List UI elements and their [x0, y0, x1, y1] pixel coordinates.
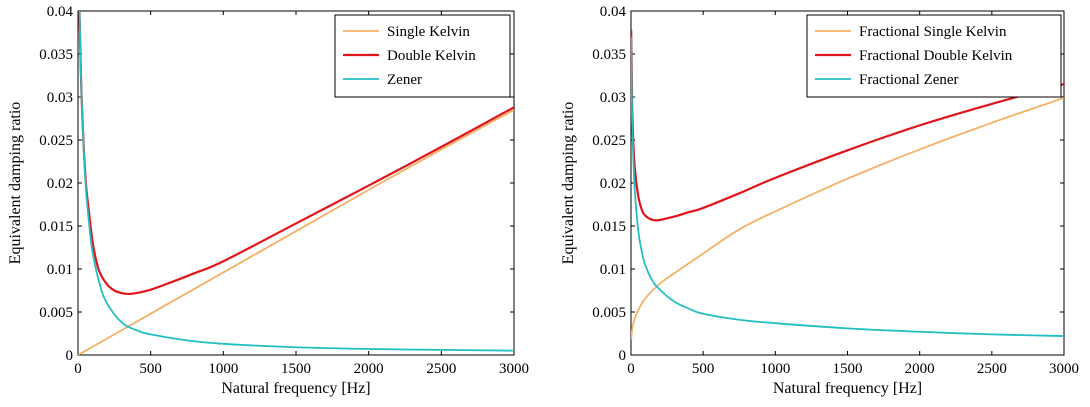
- x-tick-label: 3000: [1049, 361, 1079, 377]
- x-tick-label: 1000: [760, 361, 790, 377]
- legend-label: Fractional Double Kelvin: [859, 48, 1013, 64]
- legend-label: Fractional Single Kelvin: [859, 24, 1007, 40]
- x-tick-label: 1500: [833, 361, 863, 377]
- y-tick-label: 0.03: [600, 90, 626, 106]
- y-tick-label: 0.025: [39, 133, 73, 149]
- y-tick-label: 0.035: [592, 47, 626, 63]
- y-tick-label: 0.015: [592, 219, 626, 235]
- y-tick-label: 0.01: [47, 262, 73, 278]
- y-tick-label: 0.04: [600, 4, 627, 20]
- x-tick-label: 2500: [426, 361, 456, 377]
- chart-panel-2: 0 500 1000 1500 2000 2500 3000 0 0.005 0.01 0.015 0…: [560, 4, 1079, 397]
- x-tick-label: 1500: [281, 361, 311, 377]
- x-tick-label: 0: [627, 361, 635, 377]
- x-tick-label: 1000: [208, 361, 238, 377]
- y-tick-label: 0.035: [39, 47, 73, 63]
- x-axis-label: Natural frequency [Hz]: [221, 380, 370, 397]
- legend: Single Kelvin Double Kelvin Zener: [334, 14, 511, 98]
- series-line-fractional-double-kelvin: [631, 29, 1064, 222]
- series-group: [78, 11, 514, 355]
- x-tick-label: 2000: [354, 361, 384, 377]
- series-line-fractional-single-kelvin: [631, 97, 1064, 340]
- y-tick-label: 0: [619, 348, 627, 364]
- y-tick-label: 0.005: [592, 305, 626, 321]
- series-group: [631, 29, 1064, 340]
- legend-label: Double Kelvin: [387, 48, 476, 64]
- x-tick-label: 0: [74, 361, 82, 377]
- y-axis-label: Equivalent damping ratio: [560, 102, 577, 265]
- x-tick-label: 2500: [977, 361, 1007, 377]
- y-axis-label: Equivalent damping ratio: [7, 102, 24, 265]
- y-tick-label: 0.03: [47, 90, 73, 106]
- series-line-fractional-zener: [631, 36, 1064, 337]
- x-tick-label: 2000: [905, 361, 935, 377]
- series-line-single-kelvin: [78, 109, 514, 355]
- legend-label: Fractional Zener: [859, 72, 959, 88]
- x-tick-label: 3000: [499, 361, 529, 377]
- legend-label: Zener: [387, 72, 422, 88]
- chart-panel-1: 0 500 1000 1500 2000 2500 3000 0 0.005 0.01 0.015 0…: [7, 4, 529, 397]
- y-tick-label: 0.005: [39, 305, 73, 321]
- series-line-double-kelvin: [78, 11, 514, 296]
- y-tick-label: 0: [66, 348, 74, 364]
- y-tick-label: 0.015: [39, 219, 73, 235]
- y-tick-label: 0.02: [47, 176, 73, 192]
- x-tick-label: 500: [692, 361, 715, 377]
- y-tick-label: 0.04: [47, 4, 74, 20]
- y-tick-label: 0.025: [592, 133, 626, 149]
- y-tick-label: 0.01: [600, 262, 626, 278]
- x-tick-label: 500: [139, 361, 162, 377]
- series-line-zener: [78, 11, 514, 352]
- legend-label: Single Kelvin: [387, 24, 470, 40]
- y-tick-label: 0.02: [600, 176, 626, 192]
- x-axis-label: Natural frequency [Hz]: [773, 380, 922, 397]
- legend: Fractional Single Kelvin Fractional Doubl…: [806, 14, 1062, 98]
